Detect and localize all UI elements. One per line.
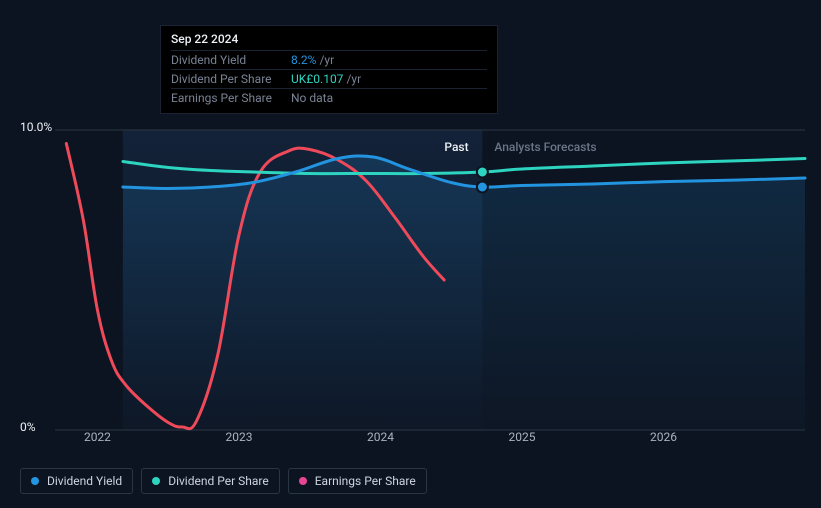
x-axis-tick-label: 2024 — [367, 430, 394, 444]
tooltip-row-value: No data — [291, 91, 333, 105]
x-axis-tick-label: 2023 — [225, 430, 252, 444]
tooltip-row-label: Earnings Per Share — [171, 91, 291, 105]
tooltip-row-unit: /yr — [346, 72, 361, 86]
forecast-label: Analysts Forecasts — [494, 140, 596, 154]
legend-item-label: Dividend Yield — [47, 474, 122, 488]
x-axis-tick-label: 2025 — [508, 430, 535, 444]
chart-container: 10.0% 0% Past Analysts Forecasts Sep 22 … — [20, 10, 805, 445]
y-axis-max-label: 10.0% — [20, 120, 52, 134]
tooltip-row-value: 8.2% — [291, 53, 316, 67]
tooltip-row-label: Dividend Per Share — [171, 72, 291, 86]
tooltip-row: Dividend Per ShareUK£0.107/yr — [171, 69, 487, 88]
tooltip-date: Sep 22 2024 — [171, 32, 487, 46]
tooltip-row-label: Dividend Yield — [171, 53, 291, 67]
tooltip-row-value: UK£0.107 — [291, 72, 343, 86]
legend-item-label: Earnings Per Share — [315, 474, 416, 488]
chart-legend: Dividend Yield Dividend Per Share Earnings… — [20, 468, 427, 494]
legend-dot-icon — [152, 477, 160, 485]
legend-item[interactable]: Dividend Per Share — [141, 468, 280, 494]
x-axis-tick-label: 2026 — [650, 430, 677, 444]
x-axis-labels: 2022 2023 2024 2025 2026 — [20, 430, 805, 450]
tooltip-row: Dividend Yield8.2%/yr — [171, 50, 487, 69]
chart-tooltip: Sep 22 2024 Dividend Yield8.2%/yrDividen… — [160, 25, 498, 114]
past-label: Past — [444, 140, 468, 154]
legend-dot-icon — [299, 477, 307, 485]
legend-item[interactable]: Earnings Per Share — [288, 468, 427, 494]
tooltip-row: Earnings Per ShareNo data — [171, 88, 487, 107]
x-axis-tick-label: 2022 — [84, 430, 111, 444]
legend-dot-icon — [31, 477, 39, 485]
legend-item[interactable]: Dividend Yield — [20, 468, 133, 494]
legend-item-label: Dividend Per Share — [168, 474, 269, 488]
tooltip-row-unit: /yr — [319, 53, 334, 67]
